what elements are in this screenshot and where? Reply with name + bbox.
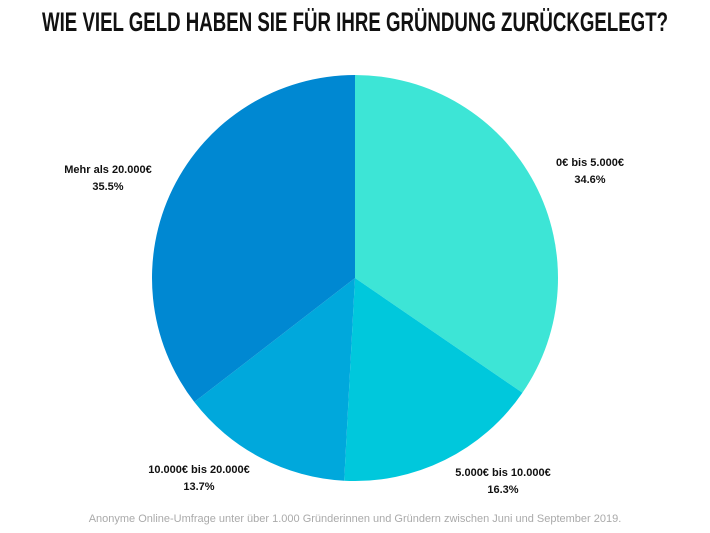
pie-slice: [151, 74, 355, 403]
footnote: Anonyme Online-Umfrage unter über 1.000 …: [89, 513, 622, 525]
slice-value: 16.3%: [487, 484, 518, 496]
pie-slice: [194, 278, 355, 481]
pie-slice: [344, 278, 523, 481]
slice-label: Mehr als 20.000€: [64, 164, 151, 176]
slice-label: 0€ bis 5.000€: [556, 157, 624, 169]
slice-label: 5.000€ bis 10.000€: [455, 467, 550, 479]
slice-value: 34.6%: [574, 174, 605, 186]
slice-value: 13.7%: [183, 481, 214, 493]
chart-title: WIE VIEL GELD HABEN SIE FÜR IHRE GRÜNDUN…: [42, 7, 668, 37]
slice-label: 10.000€ bis 20.000€: [148, 464, 250, 476]
pie-slice: [355, 75, 558, 393]
slice-value: 35.5%: [92, 181, 123, 193]
